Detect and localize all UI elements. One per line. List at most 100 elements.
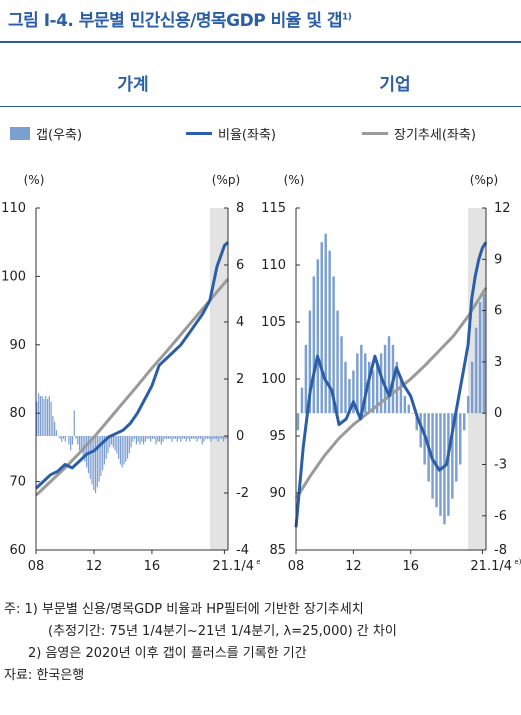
- ratio-line: [34, 241, 230, 490]
- gap-bar: [52, 416, 54, 436]
- gap-bar: [206, 436, 209, 439]
- legend-label-ratio: 비율(좌축): [218, 128, 276, 143]
- gap-bar: [435, 413, 438, 508]
- gap-bar: [375, 361, 379, 414]
- gap-bar: [171, 436, 173, 442]
- gap-bar: [130, 436, 132, 448]
- gap-bar: [100, 436, 102, 476]
- x-tick-label: 21.1/4: [212, 559, 254, 574]
- gap-bar: [340, 336, 343, 414]
- gap-bar: [379, 353, 383, 414]
- left-tick-label: 110: [261, 258, 286, 273]
- x-tick-sup: e): [256, 558, 260, 566]
- gap-bar: [463, 413, 466, 431]
- gap-bar: [368, 361, 371, 414]
- gap-bar: [121, 436, 123, 468]
- title-rule: [0, 41, 521, 43]
- gap-bar: [224, 436, 226, 439]
- right-unit-label: (%p): [212, 173, 240, 187]
- gap-bar: [190, 436, 193, 439]
- gap-bar: [59, 436, 61, 439]
- gap-bar: [332, 276, 335, 414]
- gap-bar: [407, 404, 411, 414]
- right-tick-label: 0: [236, 429, 244, 444]
- gap-bar: [466, 396, 470, 414]
- x-tick-sup: e): [514, 558, 521, 566]
- gap-bar: [182, 436, 184, 439]
- gap-bar: [71, 436, 74, 445]
- gap-bar: [46, 398, 49, 436]
- left-tick-label: 70: [9, 475, 26, 490]
- gap-bar: [196, 436, 198, 442]
- gap-bar: [219, 436, 221, 439]
- x-tick-label: 12: [345, 559, 362, 574]
- left-tick-label: 110: [1, 201, 26, 216]
- gap-bar: [89, 436, 91, 479]
- gap-bar: [109, 436, 111, 448]
- x-tick-label: 08: [28, 559, 45, 574]
- gap-bar: [57, 436, 59, 437]
- gap-bar: [112, 436, 114, 448]
- gap-bar: [45, 396, 47, 436]
- gap-bar: [61, 436, 63, 442]
- gap-bar: [344, 361, 347, 414]
- legend-item-gap: 갭(우축): [10, 124, 82, 143]
- gap-bar: [411, 413, 414, 414]
- panel-title-corporate: 기업: [379, 75, 411, 95]
- gap-bar: [173, 436, 175, 439]
- gap-bar: [118, 436, 120, 459]
- gap-bar: [352, 370, 355, 414]
- gap-bar: [364, 353, 367, 414]
- right-tick-label: -3: [494, 458, 507, 473]
- gap-bar: [144, 436, 146, 442]
- gap-bar: [455, 413, 458, 482]
- gap-bar: [348, 379, 351, 414]
- right-tick-label: 0: [494, 406, 502, 421]
- gap-bar: [439, 413, 442, 516]
- legend-label-trend: 장기추세(좌축): [394, 128, 476, 143]
- left-tick-label: 100: [261, 372, 286, 387]
- gap-bar: [139, 436, 141, 445]
- gap-bar: [55, 430, 58, 436]
- gap-bar: [300, 387, 304, 414]
- gap-bar: [50, 401, 52, 436]
- gap-bar: [210, 436, 212, 442]
- legend-item-trend: 장기추세(좌축): [362, 124, 476, 143]
- gap-bar: [78, 436, 81, 451]
- gap-bar: [221, 436, 223, 439]
- right-tick-label: 9: [494, 252, 502, 267]
- gap-bar: [167, 436, 170, 439]
- gap-bar: [137, 436, 139, 442]
- gap-bar: [75, 436, 77, 439]
- gap-bar: [328, 250, 331, 414]
- gap-bar: [153, 436, 155, 439]
- gap-bar: [62, 436, 65, 439]
- gap-bar: [169, 436, 171, 439]
- left-tick-label: 60: [9, 543, 26, 558]
- x-tick-label: 16: [402, 559, 419, 574]
- header-rule: [0, 106, 521, 107]
- gap-bar: [482, 293, 486, 414]
- right-tick-label: -4: [236, 543, 249, 558]
- gap-bar: [176, 436, 178, 442]
- right-tick-label: 6: [236, 258, 244, 273]
- footnote-source: 자료: 한국은행: [4, 668, 85, 683]
- household-chart: (%) (%p) 60 70 80 90 100 110 -4 -2 0 2 4 6 8 08 12 16 21.1…: [1, 173, 260, 574]
- gap-bar: [403, 396, 407, 414]
- gap-bar: [185, 436, 187, 442]
- gap-bar: [41, 396, 43, 436]
- gap-bar: [201, 436, 203, 445]
- left-tick-label: 85: [269, 543, 286, 558]
- left-tick-label: 105: [261, 315, 286, 330]
- figure-title-sup: 1): [342, 12, 352, 23]
- gap-bar: [54, 421, 56, 436]
- gap-bar: [324, 233, 327, 414]
- corporate-chart: (%) (%p) 85 90 95 100 105 110 115 -8 -6 -3 0 3 6 9 12 08 1…: [261, 173, 521, 574]
- footnote-1: 주: 1) 부문별 신용/명목GDP 비율과 HP필터에 기반한 장기추세치: [4, 602, 364, 617]
- right-unit-label: (%p): [470, 173, 498, 187]
- gap-bar: [132, 436, 134, 442]
- gap-bar: [73, 410, 75, 436]
- right-tick-label: 6: [494, 304, 502, 319]
- ratio-line: [294, 241, 488, 528]
- legend-swatch-gap: [10, 127, 30, 140]
